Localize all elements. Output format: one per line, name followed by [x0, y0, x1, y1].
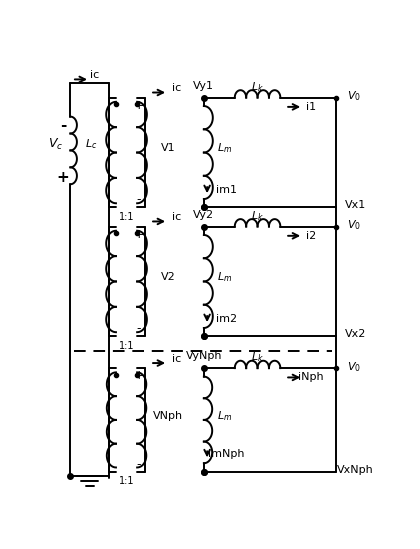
Text: -: -: [136, 458, 141, 470]
Text: Vx1: Vx1: [344, 200, 366, 210]
Text: i1: i1: [306, 102, 316, 112]
Text: VxNph: VxNph: [337, 464, 374, 474]
Text: +: +: [57, 170, 70, 186]
Text: $L_m$: $L_m$: [218, 409, 233, 423]
Text: $L_k$: $L_k$: [251, 80, 264, 94]
Text: Vy1: Vy1: [193, 81, 214, 91]
Text: 1:1: 1:1: [119, 212, 134, 222]
Text: im1: im1: [216, 185, 237, 195]
Text: -: -: [136, 322, 141, 335]
Text: 1:1: 1:1: [119, 476, 134, 486]
Text: -: -: [60, 117, 66, 132]
Text: +: +: [134, 228, 144, 240]
Text: 1:1: 1:1: [119, 341, 134, 351]
Text: $L_k$: $L_k$: [251, 351, 264, 365]
Text: V2: V2: [161, 272, 176, 282]
Text: ic: ic: [171, 83, 181, 93]
Text: Vx2: Vx2: [344, 329, 366, 339]
Text: Vy2: Vy2: [193, 210, 215, 220]
Text: VNph: VNph: [153, 411, 183, 421]
Text: -: -: [136, 193, 141, 206]
Text: $V_c$: $V_c$: [48, 137, 63, 152]
Text: imNph: imNph: [208, 449, 245, 459]
Text: ic: ic: [90, 70, 100, 80]
Text: V1: V1: [161, 143, 176, 153]
Text: iNph: iNph: [299, 372, 324, 383]
Text: $V_0$: $V_0$: [346, 219, 361, 232]
Text: $L_c$: $L_c$: [85, 137, 98, 151]
Text: $V_0$: $V_0$: [346, 360, 361, 374]
Text: $L_m$: $L_m$: [218, 142, 233, 155]
Text: $L_k$: $L_k$: [251, 209, 264, 223]
Text: +: +: [134, 369, 144, 382]
Text: im2: im2: [216, 313, 237, 324]
Text: ic: ic: [171, 212, 181, 222]
Text: $L_m$: $L_m$: [218, 270, 233, 284]
Text: $V_0$: $V_0$: [346, 89, 361, 103]
Text: VyNph: VyNph: [186, 351, 222, 361]
Text: i2: i2: [306, 231, 316, 241]
Text: +: +: [134, 99, 144, 111]
Text: ic: ic: [171, 354, 181, 364]
